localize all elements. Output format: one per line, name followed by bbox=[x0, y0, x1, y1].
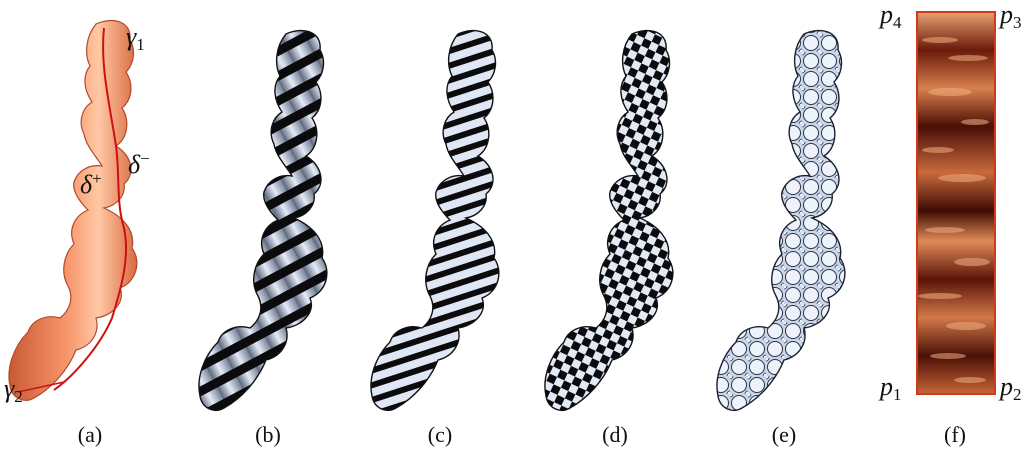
caption-e: (e) bbox=[771, 422, 797, 447]
label-delta-minus-base: δ bbox=[128, 150, 141, 179]
label-gamma2-base: γ bbox=[4, 374, 15, 403]
label-gamma2-sub: 2 bbox=[14, 387, 23, 406]
label-p4-base: p bbox=[880, 0, 893, 29]
panel-a-colon-surface bbox=[8, 19, 138, 401]
label-p3: p3 bbox=[1000, 0, 1022, 32]
label-delta-minus-sup: − bbox=[140, 149, 150, 168]
label-gamma1-sub: 1 bbox=[136, 35, 145, 54]
caption-a: (a) bbox=[77, 422, 103, 447]
label-p1-sub: 1 bbox=[893, 385, 902, 404]
label-delta-plus: δ+ bbox=[80, 170, 102, 198]
label-p3-base: p bbox=[1000, 0, 1013, 29]
label-p3-sub: 3 bbox=[1013, 13, 1022, 32]
label-delta-minus: δ− bbox=[128, 150, 150, 178]
label-gamma1: γ1 bbox=[126, 22, 145, 54]
caption-f: (f) bbox=[944, 422, 966, 447]
panel-e-circle-packing-texture bbox=[716, 29, 846, 412]
panel-d-checkerboard-texture bbox=[544, 29, 674, 412]
label-p4: p4 bbox=[880, 0, 902, 32]
panel-c-dense-stripe-texture bbox=[370, 29, 500, 412]
panel-b-stripe-texture bbox=[198, 29, 328, 412]
label-p1-base: p bbox=[880, 372, 893, 401]
label-delta-plus-base: δ bbox=[80, 170, 93, 199]
label-p2-sub: 2 bbox=[1013, 385, 1022, 404]
label-p1: p1 bbox=[880, 372, 902, 404]
caption-b: (b) bbox=[255, 422, 281, 447]
label-p2: p2 bbox=[1000, 372, 1022, 404]
cut-line bbox=[53, 27, 128, 391]
label-delta-plus-sup: + bbox=[92, 169, 102, 188]
label-gamma2: γ2 bbox=[4, 374, 23, 406]
label-p4-sub: 4 bbox=[893, 13, 902, 32]
caption-d: (d) bbox=[602, 422, 628, 447]
label-gamma1-base: γ bbox=[126, 22, 137, 51]
caption-c: (c) bbox=[427, 422, 453, 447]
panel-f-flattened-map bbox=[916, 11, 996, 395]
label-p2-base: p bbox=[1000, 372, 1013, 401]
